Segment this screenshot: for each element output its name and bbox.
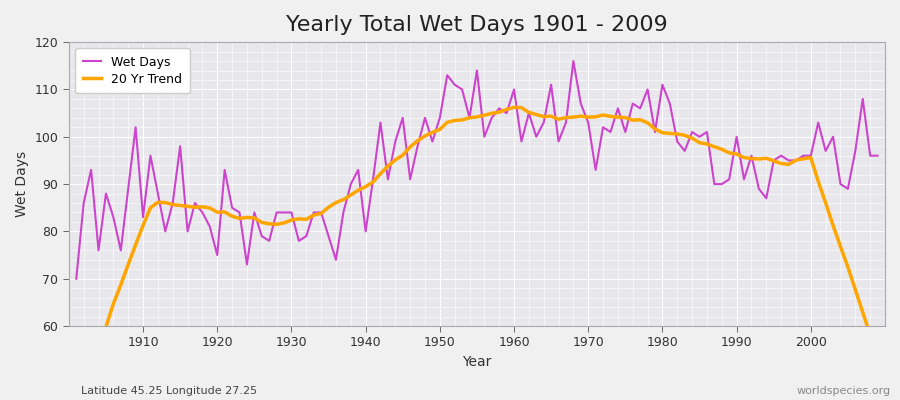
20 Yr Trend	[130, 242, 141, 247]
Wet Days	[568, 59, 579, 64]
Wet Days	[872, 153, 883, 158]
20 Yr Trend	[872, 355, 883, 360]
Y-axis label: Wet Days: Wet Days	[15, 151, 29, 217]
Wet Days	[293, 238, 304, 243]
Wet Days	[71, 276, 82, 281]
Legend: Wet Days, 20 Yr Trend: Wet Days, 20 Yr Trend	[75, 48, 190, 93]
20 Yr Trend	[338, 197, 349, 202]
Line: 20 Yr Trend: 20 Yr Trend	[76, 108, 878, 400]
X-axis label: Year: Year	[463, 355, 491, 369]
20 Yr Trend	[293, 216, 304, 221]
Text: worldspecies.org: worldspecies.org	[796, 386, 891, 396]
20 Yr Trend	[516, 105, 526, 110]
Wet Days	[605, 130, 616, 134]
20 Yr Trend	[508, 105, 519, 110]
Wet Days	[338, 210, 349, 215]
Title: Yearly Total Wet Days 1901 - 2009: Yearly Total Wet Days 1901 - 2009	[286, 15, 668, 35]
Text: Latitude 45.25 Longitude 27.25: Latitude 45.25 Longitude 27.25	[81, 386, 257, 396]
Wet Days	[501, 111, 512, 116]
Line: Wet Days: Wet Days	[76, 61, 878, 279]
20 Yr Trend	[605, 114, 616, 119]
20 Yr Trend	[501, 107, 512, 112]
Wet Days	[130, 125, 141, 130]
Wet Days	[508, 87, 519, 92]
